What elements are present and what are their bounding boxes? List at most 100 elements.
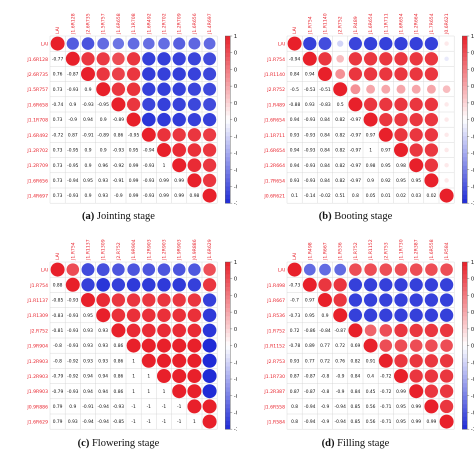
- correlation-value: 0.82: [335, 163, 345, 169]
- colorbar-segment: [462, 73, 468, 79]
- correlation-value: -0.9: [114, 193, 123, 199]
- row-label: J1.R498: [266, 283, 285, 289]
- correlation-value: -0.93: [143, 163, 155, 169]
- correlation-value: 0.86: [114, 374, 124, 380]
- colorbar-segment: [225, 353, 231, 359]
- colorbar-segment: [462, 374, 468, 380]
- correlation-value: -0.93: [67, 389, 79, 395]
- correlation-circle: [172, 369, 187, 383]
- correlation-circle: [172, 143, 187, 157]
- correlation-circle: [111, 293, 126, 307]
- correlation-circle: [157, 67, 171, 81]
- correlation-circle: [336, 54, 345, 63]
- colorbar-segment: [462, 173, 468, 179]
- correlation-circle: [439, 323, 454, 338]
- correlation-value: 0.85: [351, 404, 361, 410]
- correlation-circle: [173, 37, 186, 50]
- correlation-circle: [302, 51, 317, 66]
- correlation-circle: [142, 263, 156, 276]
- colorbar-segment: [462, 61, 468, 66]
- correlation-circle: [424, 97, 439, 112]
- row-label: J1.2R903: [26, 359, 48, 365]
- correlation-circle: [141, 323, 156, 338]
- correlation-circle: [442, 85, 451, 94]
- col-label: J1.R536: [338, 242, 344, 261]
- correlation-value: 0.9: [100, 148, 107, 154]
- correlation-value: -0.91: [82, 132, 94, 138]
- correlation-circle: [333, 82, 348, 97]
- correlation-value: -0.92: [67, 374, 79, 380]
- correlation-circle: [379, 112, 393, 127]
- correlation-circle: [394, 36, 408, 51]
- colorbar-segment: [462, 140, 468, 145]
- correlation-circle: [142, 278, 156, 292]
- correlation-value: -0.87: [304, 374, 316, 380]
- col-label: J0.6R621: [444, 13, 450, 35]
- correlation-circle: [409, 97, 423, 112]
- correlation-circle: [363, 112, 378, 127]
- colorbar-segment: [462, 90, 468, 95]
- correlation-circle: [141, 112, 156, 127]
- colorbar-segment: [225, 140, 231, 145]
- colorbar-segment: [462, 341, 468, 346]
- row-label: J1.2R387: [263, 389, 285, 395]
- correlation-circle: [81, 293, 95, 307]
- row-label: J2.6R735: [26, 72, 48, 78]
- colorbar-segment: [462, 52, 468, 58]
- correlation-circle: [187, 82, 201, 96]
- correlation-circle: [424, 52, 439, 66]
- colorbar-segment: [225, 119, 231, 125]
- correlation-circle: [333, 308, 348, 323]
- correlation-value: -0.79: [52, 374, 64, 380]
- correlation-value: 0.79: [53, 419, 63, 425]
- correlation-circle: [172, 82, 186, 96]
- correlation-circle: [424, 293, 439, 307]
- correlation-circle: [363, 293, 378, 307]
- colorbar-segment: [225, 282, 231, 288]
- correlation-value: 0.51: [335, 193, 345, 199]
- colorbar-segment: [225, 266, 231, 271]
- correlation-value: 0.99: [174, 178, 184, 184]
- colorbar-segment: [225, 132, 231, 137]
- colorbar-segment: [462, 425, 468, 430]
- colorbar-segment: [462, 144, 468, 150]
- correlation-value: 0.84: [320, 132, 330, 138]
- colorbar-tick-label: 0: [471, 344, 474, 350]
- correlation-circle: [187, 278, 202, 292]
- correlation-circle: [444, 41, 449, 46]
- correlation-circle: [96, 67, 110, 81]
- colorbar-segment: [225, 94, 231, 99]
- correlation-value: -0.71: [380, 404, 392, 410]
- colorbar-tick-label: 0.4: [234, 84, 237, 90]
- col-label: J1.R1140: [323, 13, 329, 35]
- correlation-circle: [303, 263, 316, 276]
- colorbar-tick-label: -0.2: [234, 360, 237, 366]
- colorbar-segment: [225, 387, 231, 392]
- colorbar-segment: [225, 404, 231, 409]
- row-label: J1.R752: [266, 328, 285, 334]
- correlation-circle: [111, 323, 126, 338]
- correlation-circle: [303, 36, 317, 51]
- correlation-circle: [142, 293, 156, 307]
- correlation-circle: [142, 308, 156, 322]
- correlation-circle: [444, 178, 449, 183]
- colorbar-tick-label: 1: [471, 260, 474, 266]
- correlation-circle: [424, 158, 439, 172]
- colorbar-segment: [462, 157, 468, 162]
- correlation-value: 0.94: [83, 389, 93, 395]
- col-label: J1.6R654: [368, 13, 374, 35]
- correlation-circle: [318, 293, 332, 307]
- row-label: J0.9R886: [26, 404, 48, 410]
- correlation-circle: [333, 278, 347, 292]
- correlation-circle: [334, 263, 347, 276]
- colorbar-segment: [462, 136, 468, 141]
- colorbar-tick-label: 0.8: [234, 277, 237, 283]
- col-label: LAI: [292, 27, 298, 34]
- correlation-circle: [202, 323, 217, 338]
- col-label: J1.R752: [353, 242, 359, 261]
- correlation-circle: [318, 67, 332, 81]
- correlation-circle: [426, 84, 436, 94]
- correlation-circle: [112, 37, 125, 50]
- correlation-value: 0.56: [366, 419, 376, 425]
- colorbar-segment: [462, 262, 468, 267]
